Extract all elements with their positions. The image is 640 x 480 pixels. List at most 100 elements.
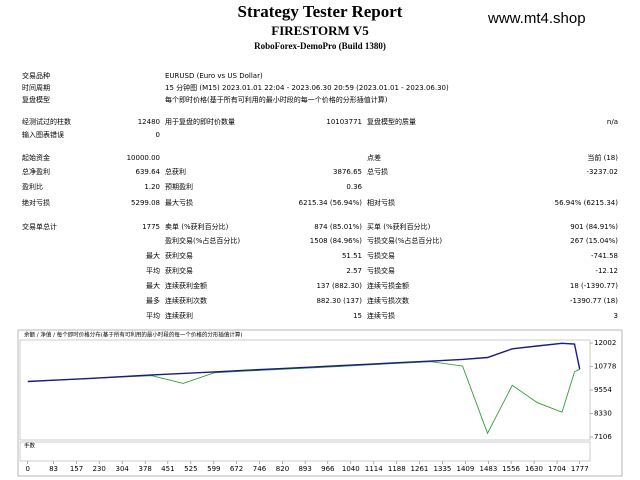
table-cell: 绝对亏损 bbox=[22, 199, 50, 207]
watermark: www.mt4.shop bbox=[488, 10, 586, 27]
table-cell: 3876.65 bbox=[333, 168, 362, 176]
table-cell: 1775 bbox=[142, 223, 160, 231]
table-cell: 137 (882.30) bbox=[316, 282, 362, 290]
table-cell: 0.36 bbox=[346, 183, 362, 191]
table-cell: 亏损交易 bbox=[367, 267, 395, 275]
x-tick-label: 672 bbox=[230, 465, 243, 473]
x-tick-label: 451 bbox=[161, 465, 174, 473]
table-cell: 0 bbox=[155, 131, 160, 139]
table-cell: 最大亏损 bbox=[165, 199, 193, 207]
table-cell: 用于复盘的即时价数量 bbox=[165, 118, 235, 126]
table-cell: 874 (85.01%) bbox=[314, 223, 362, 231]
table-cell: -741.58 bbox=[590, 252, 618, 260]
table-cell: 获利交易 bbox=[165, 267, 193, 275]
table-cell: 639.64 bbox=[135, 168, 161, 176]
table-cell: 获利交易 bbox=[165, 252, 193, 260]
table-cell: 盈利比 bbox=[22, 183, 43, 191]
x-tick-label: 820 bbox=[276, 465, 289, 473]
x-tick-label: 1261 bbox=[411, 465, 429, 473]
table-cell: 18 (-1390.77) bbox=[569, 282, 618, 290]
table-cell: 2.57 bbox=[346, 267, 362, 275]
table-cell: 267 (15.04%) bbox=[570, 237, 618, 245]
lots-label: 手数 bbox=[24, 442, 36, 450]
table-cell: 3 bbox=[613, 312, 618, 320]
table-cell: 盈利交易(%占总百分比) bbox=[165, 237, 241, 245]
table-cell: 总获利 bbox=[165, 168, 186, 176]
table-cell: -3237.02 bbox=[586, 168, 618, 176]
table-cell: 经测试过的柱数 bbox=[22, 118, 71, 126]
table-cell: 连续亏损次数 bbox=[367, 297, 409, 305]
x-tick-label: 1409 bbox=[457, 465, 475, 473]
table-cell: 5299.08 bbox=[131, 199, 160, 207]
table-cell: 平均 bbox=[146, 267, 160, 275]
table-cell: 时间周期 bbox=[22, 84, 50, 92]
table-cell: 最大 bbox=[146, 252, 160, 260]
table-cell: n/a bbox=[606, 118, 618, 126]
server-name: RoboForex-DemoPro (Build 1380) bbox=[254, 41, 386, 51]
x-tick-label: 1556 bbox=[502, 465, 520, 473]
x-tick-label: 1630 bbox=[525, 465, 543, 473]
report-title: Strategy Tester Report bbox=[237, 2, 403, 21]
x-tick-label: 1777 bbox=[571, 465, 589, 473]
table-cell: 买单 (%获利百分比) bbox=[367, 223, 431, 231]
table-cell: 连续获利 bbox=[165, 312, 193, 320]
table-cell: -12.12 bbox=[595, 267, 618, 275]
table-cell: 总净盈利 bbox=[22, 168, 50, 176]
table-cell: 连续获利金额 bbox=[165, 282, 207, 290]
table-cell: 连续亏损金额 bbox=[367, 282, 409, 290]
x-tick-label: 893 bbox=[298, 465, 311, 473]
y-tick-label: 12002 bbox=[594, 339, 616, 347]
x-tick-label: 1040 bbox=[342, 465, 360, 473]
table-cell: 总亏损 bbox=[367, 168, 388, 176]
y-tick-label: 7106 bbox=[594, 433, 612, 441]
chart-frame bbox=[17, 329, 623, 477]
table-cell: 56.94% (6215.34) bbox=[554, 199, 618, 207]
table-cell: 预期盈利 bbox=[165, 183, 193, 191]
table-cell: 10000.00 bbox=[126, 154, 160, 162]
x-tick-label: 746 bbox=[253, 465, 267, 473]
table-cell: 15 bbox=[353, 312, 362, 320]
table-cell: 亏损交易 bbox=[367, 252, 395, 260]
table-cell: 卖单 (%获利百分比) bbox=[165, 223, 229, 231]
table-cell: 882.30 (137) bbox=[316, 297, 362, 305]
x-tick-label: 599 bbox=[207, 465, 220, 473]
table-cell: 最大 bbox=[146, 282, 160, 290]
expert-name: FIRESTORM V5 bbox=[271, 23, 369, 38]
table-cell: -1390.77 (18) bbox=[569, 297, 618, 305]
table-cell: 相对亏损 bbox=[367, 199, 395, 207]
table-cell: 亏损交易(%占总百分比) bbox=[367, 237, 443, 245]
x-tick-label: 1704 bbox=[548, 465, 566, 473]
x-tick-label: 157 bbox=[70, 465, 83, 473]
table-cell: 点差 bbox=[367, 154, 381, 162]
x-tick-label: 230 bbox=[93, 465, 106, 473]
table-cell: 901 (84.91%) bbox=[570, 223, 618, 231]
table-cell: 当前 (18) bbox=[587, 154, 618, 162]
series-line bbox=[27, 342, 581, 383]
table-cell: 平均 bbox=[146, 312, 160, 320]
x-tick-label: 1114 bbox=[365, 465, 383, 473]
y-tick-label: 8330 bbox=[594, 410, 612, 418]
table-cell: 交易单总计 bbox=[22, 223, 57, 231]
table-cell: 6215.34 (56.94%) bbox=[298, 199, 362, 207]
x-tick-label: 1483 bbox=[480, 465, 498, 473]
table-cell: 51.51 bbox=[341, 252, 362, 260]
table-cell: 10103771 bbox=[326, 118, 362, 126]
x-tick-label: 1335 bbox=[434, 465, 452, 473]
table-cell: 起始资金 bbox=[22, 154, 50, 162]
table-cell: 1508 (84.96%) bbox=[309, 237, 362, 245]
table-cell: 1.20 bbox=[144, 183, 160, 191]
table-cell: 连续亏损 bbox=[367, 312, 395, 320]
x-tick-label: 304 bbox=[116, 465, 130, 473]
table-cell: 最多 bbox=[146, 297, 160, 305]
chart-legend: 余额 / 净值 / 每个即时价格分布(基于所有可利用的最小时段的每一个价格的分形… bbox=[24, 331, 243, 339]
x-tick-label: 83 bbox=[49, 465, 58, 473]
x-tick-label: 1188 bbox=[388, 465, 406, 473]
x-tick-label: 0 bbox=[26, 465, 30, 473]
table-cell: 每个即时价格(基于所有可利用的最小时段的每一个价格的分形插值计算) bbox=[165, 96, 388, 104]
x-tick-label: 966 bbox=[321, 465, 335, 473]
x-tick-label: 525 bbox=[184, 465, 197, 473]
table-cell: 复盘模型 bbox=[22, 96, 50, 104]
x-tick-label: 378 bbox=[138, 465, 151, 473]
